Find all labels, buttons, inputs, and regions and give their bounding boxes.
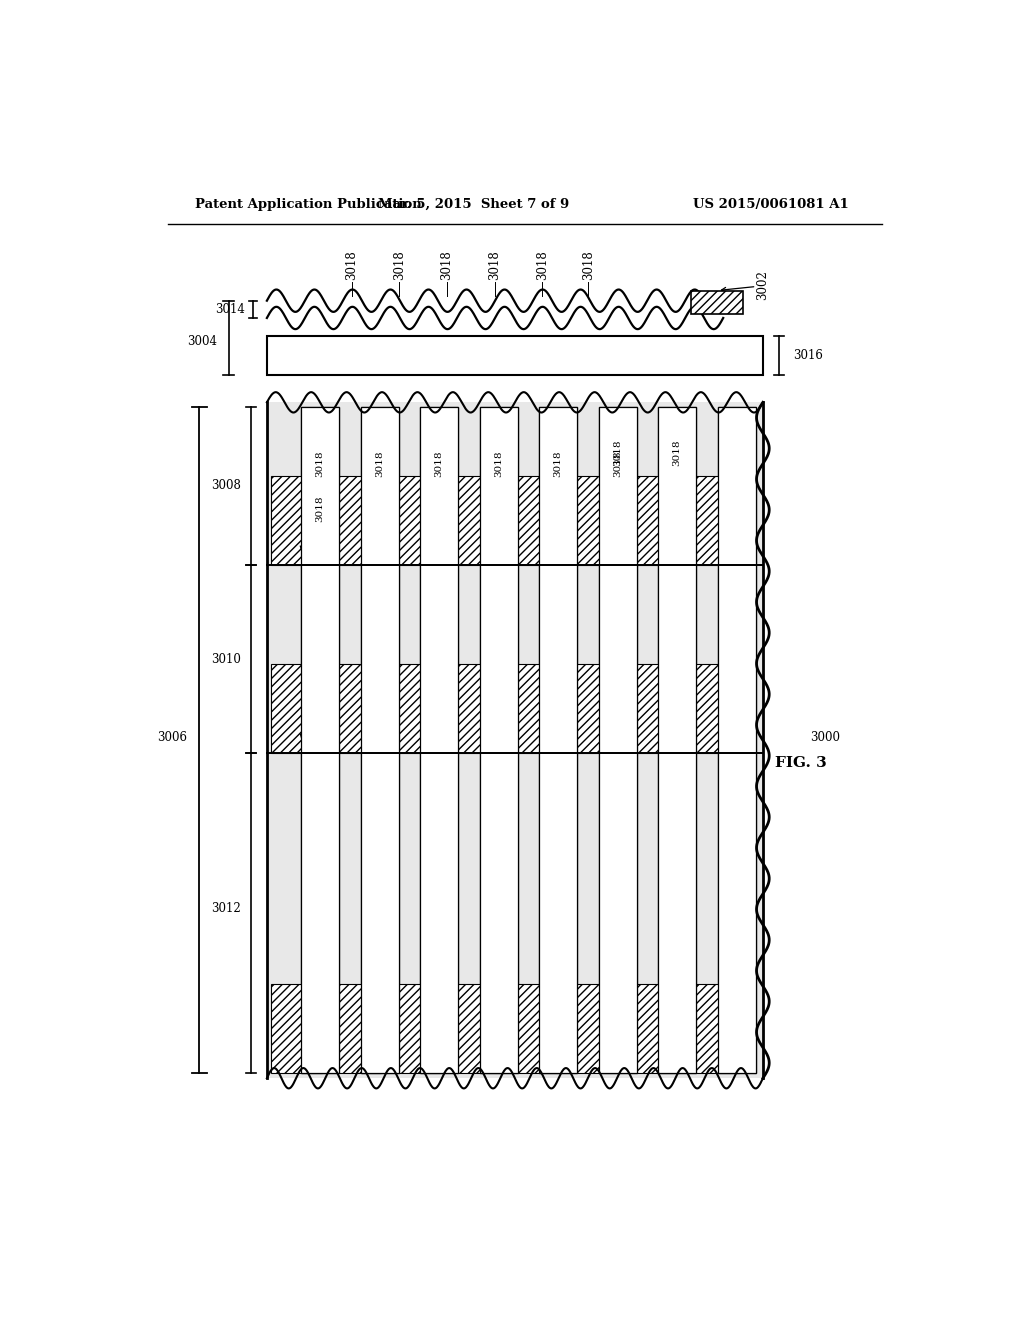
Bar [691,290,743,314]
Bar [270,664,322,752]
Bar [599,408,637,1073]
Bar [696,664,738,752]
Bar [398,664,441,752]
Bar [518,475,560,565]
Bar [578,475,620,565]
Bar [420,408,458,1073]
Bar [339,664,382,752]
Bar [267,403,763,1078]
Bar [270,983,322,1073]
Bar [599,408,637,1073]
Bar [539,408,578,1073]
Text: 3018: 3018 [393,251,406,280]
Text: 3018: 3018 [375,450,384,477]
Text: 3020: 3020 [301,686,331,700]
Text: 3002: 3002 [757,271,769,301]
Text: Mar. 5, 2015  Sheet 7 of 9: Mar. 5, 2015 Sheet 7 of 9 [378,198,569,211]
Bar [339,983,382,1073]
Text: 3016: 3016 [793,348,823,362]
Text: Patent Application Publication: Patent Application Publication [196,198,422,211]
Bar [458,664,501,752]
Bar [479,408,518,1073]
Bar [637,475,679,565]
Text: 3018: 3018 [315,496,325,523]
Text: 3018: 3018 [554,450,562,477]
Bar [360,408,398,1073]
Text: 3018: 3018 [495,450,503,477]
Text: 3018: 3018 [488,251,501,280]
Bar [578,983,620,1073]
Text: 3008: 3008 [211,479,241,492]
Bar [339,475,382,565]
Text: 3018: 3018 [345,251,358,280]
Bar [301,408,339,1073]
Text: 3014: 3014 [216,304,246,317]
Bar [267,337,763,375]
Text: 3018: 3018 [536,251,549,280]
Text: 3020: 3020 [301,496,331,508]
Bar [398,983,441,1073]
Bar [637,983,679,1073]
Text: FIG. 3: FIG. 3 [775,756,826,770]
Bar [518,983,560,1073]
Text: 3018: 3018 [613,450,623,477]
Bar [301,408,339,1073]
Bar [518,664,560,752]
Text: 3018: 3018 [673,440,682,466]
Bar [458,983,501,1073]
Bar [658,408,696,1073]
Bar [458,475,501,565]
Bar [360,408,398,1073]
Text: 3000: 3000 [811,731,841,744]
Text: US 2015/0061081 A1: US 2015/0061081 A1 [693,198,849,211]
Text: 3012: 3012 [211,902,241,915]
Bar [658,408,696,1073]
Text: 3004: 3004 [187,335,217,348]
Bar [479,408,518,1073]
Text: 3018: 3018 [315,450,325,477]
Bar [696,983,738,1073]
Text: 3018: 3018 [434,450,443,477]
Bar [398,475,441,565]
Bar [578,664,620,752]
Bar [696,475,738,565]
Bar [420,408,458,1073]
Text: 3018: 3018 [582,251,595,280]
Bar [718,408,756,1073]
Text: 3018: 3018 [613,440,623,466]
Bar [270,475,322,565]
Bar [539,408,578,1073]
Text: 3006: 3006 [158,731,187,744]
Text: 3010: 3010 [211,653,241,667]
Bar [637,664,679,752]
Bar [718,408,756,1073]
Text: 3018: 3018 [440,251,454,280]
